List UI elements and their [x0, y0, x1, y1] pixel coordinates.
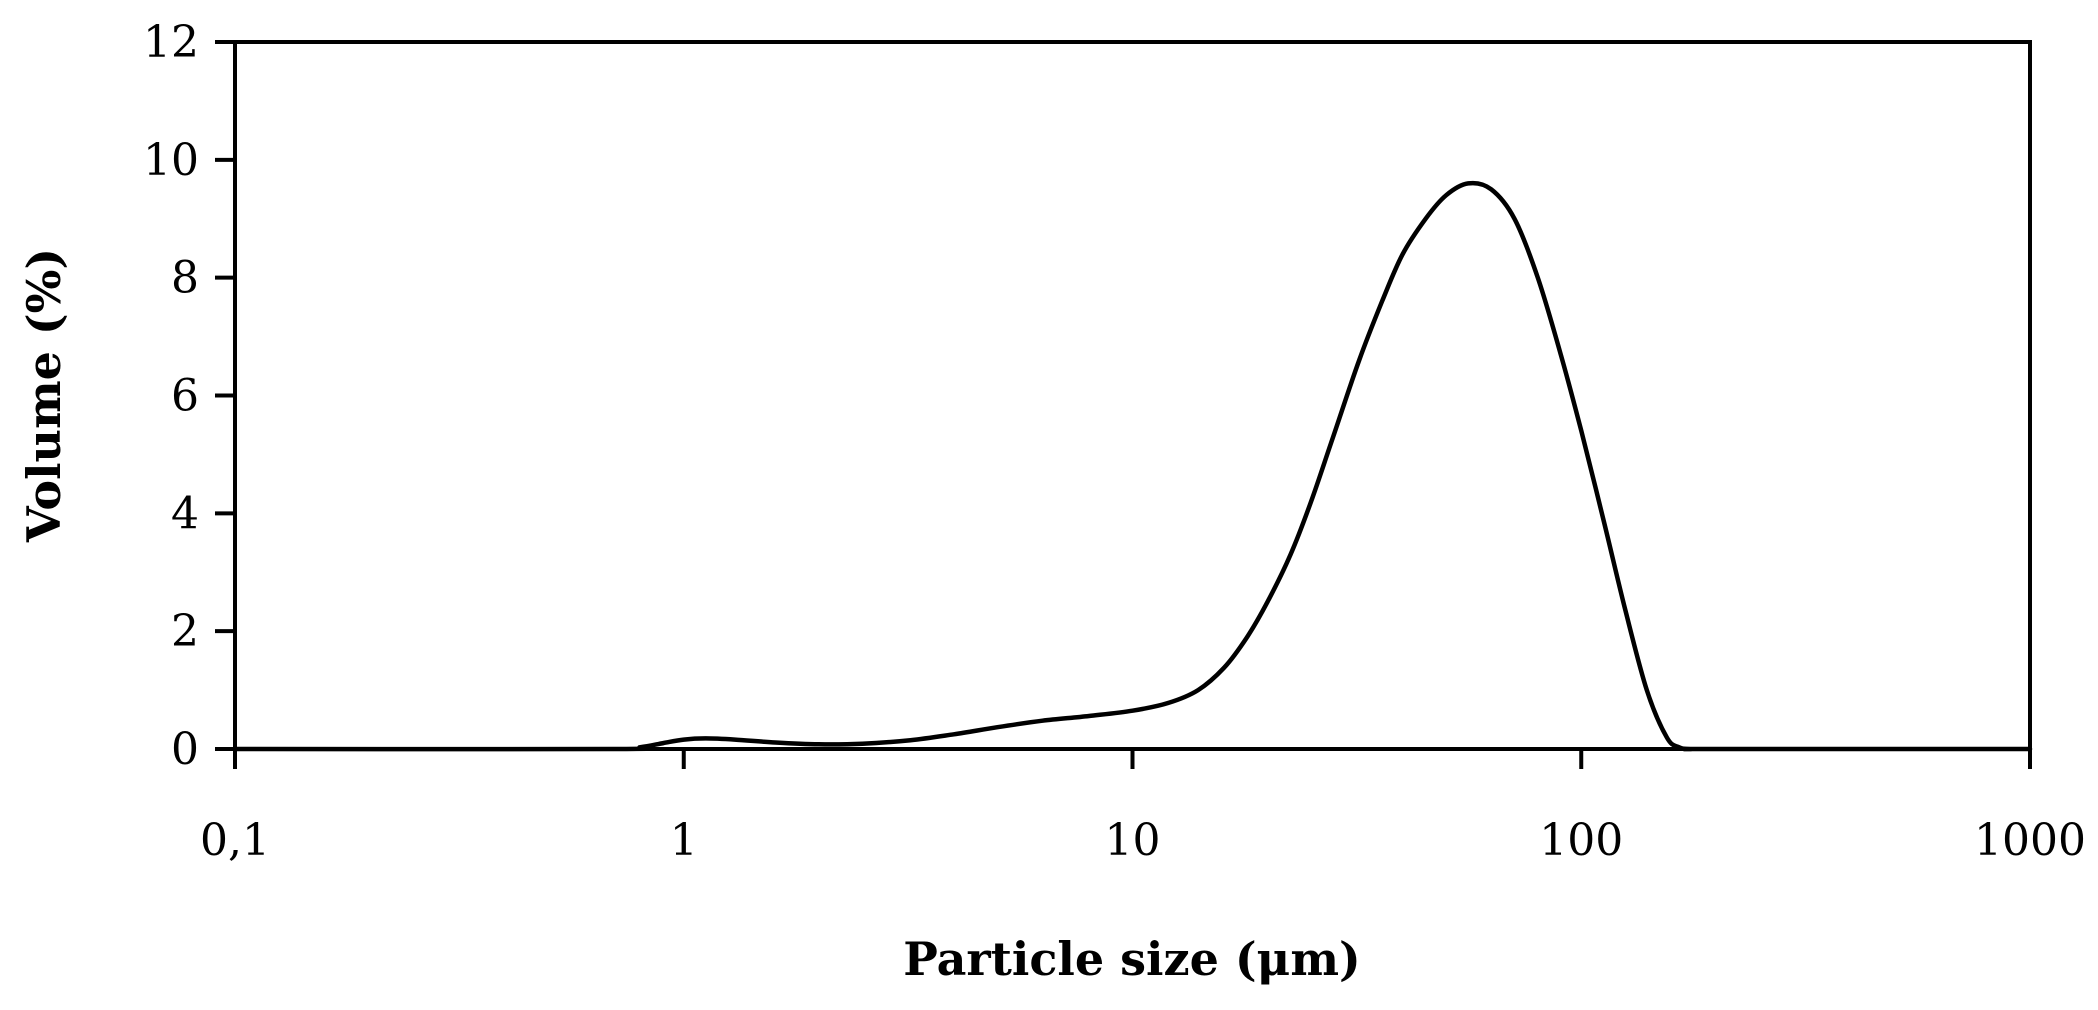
y-tick-label: 4	[171, 488, 199, 539]
x-axis-ticks: 0,1 1 10 100 1000	[200, 749, 2086, 866]
x-tick-label: 100	[1539, 815, 1623, 866]
plot-area-frame	[233, 40, 2032, 751]
x-tick-label: 1	[670, 815, 698, 866]
y-tick-label: 10	[143, 135, 199, 186]
x-tick-label: 0,1	[200, 815, 270, 866]
y-tick-label: 2	[171, 606, 199, 657]
series-line	[232, 180, 2033, 752]
series-layer	[232, 180, 2033, 752]
y-tick-label: 8	[171, 253, 199, 304]
y-axis-title: Volume (%)	[17, 248, 71, 543]
x-tick-label: 10	[1105, 815, 1161, 866]
y-axis-ticks: 0 2 4 6 8 10 12	[143, 17, 235, 775]
y-tick-label: 12	[143, 17, 199, 68]
y-tick-label: 0	[171, 724, 199, 775]
y-tick-label: 6	[171, 371, 199, 422]
x-tick-label: 1000	[1974, 815, 2086, 866]
x-axis-title: Particle size (μm)	[903, 932, 1361, 986]
